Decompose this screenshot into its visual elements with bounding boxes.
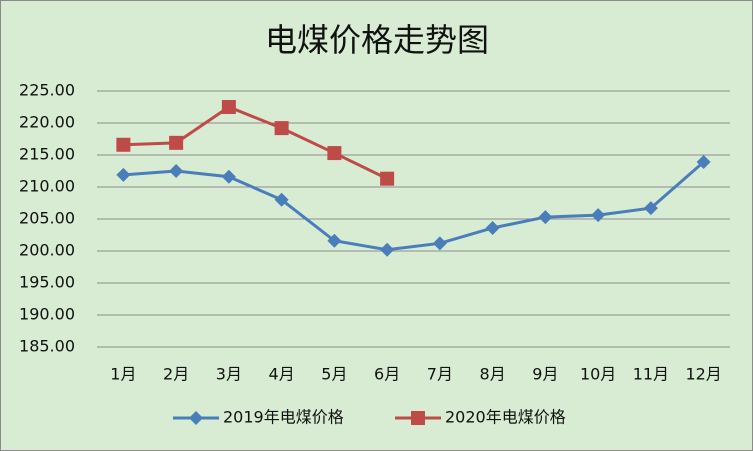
y-tick-label: 200.00 [19, 241, 75, 260]
x-tick-label: 2月 [163, 365, 189, 384]
point [274, 121, 289, 136]
y-tick-label: 215.00 [19, 145, 75, 164]
x-tick-label: 7月 [427, 365, 453, 384]
y-tick-label: 205.00 [19, 209, 75, 228]
legend-label: 2020年电煤价格 [445, 408, 566, 427]
point [327, 146, 342, 161]
point [116, 137, 131, 152]
legend-label: 2019年电煤价格 [223, 408, 344, 427]
point [221, 100, 236, 114]
series-line [123, 160, 705, 252]
x-tick-label: 10月 [580, 365, 616, 384]
x-tick-label: 12月 [685, 365, 721, 384]
y-tick-label: 195.00 [19, 273, 75, 292]
point [221, 169, 236, 184]
legend-marker [411, 411, 425, 425]
chart-title: 电煤价格走势图 [265, 21, 489, 59]
point [274, 192, 289, 207]
y-tick-label: 190.00 [19, 305, 75, 324]
point [432, 236, 447, 251]
point [485, 220, 500, 235]
y-tick-label: 210.00 [19, 177, 75, 196]
point [643, 201, 658, 216]
point [380, 171, 395, 186]
point [327, 233, 342, 248]
point [116, 167, 131, 182]
x-tick-label: 5月 [321, 365, 347, 384]
point [169, 164, 184, 178]
y-tick-label: 220.00 [19, 113, 75, 132]
x-tick-label: 6月 [374, 365, 400, 384]
y-tick-label: 225.00 [19, 81, 75, 100]
point [380, 242, 395, 257]
x-tick-label: 3月 [216, 365, 242, 384]
y-tick-label: 185.00 [19, 337, 75, 356]
legend-marker [189, 411, 203, 425]
x-tick-label: 9月 [532, 365, 558, 384]
point [696, 155, 711, 170]
x-tick-label: 1月 [110, 365, 136, 384]
x-tick-label: 8月 [480, 365, 506, 384]
series-line [123, 105, 388, 181]
point [591, 208, 606, 223]
x-tick-label: 4月 [269, 365, 295, 384]
point [169, 135, 184, 150]
x-tick-label: 11月 [633, 365, 669, 384]
point [538, 210, 553, 225]
